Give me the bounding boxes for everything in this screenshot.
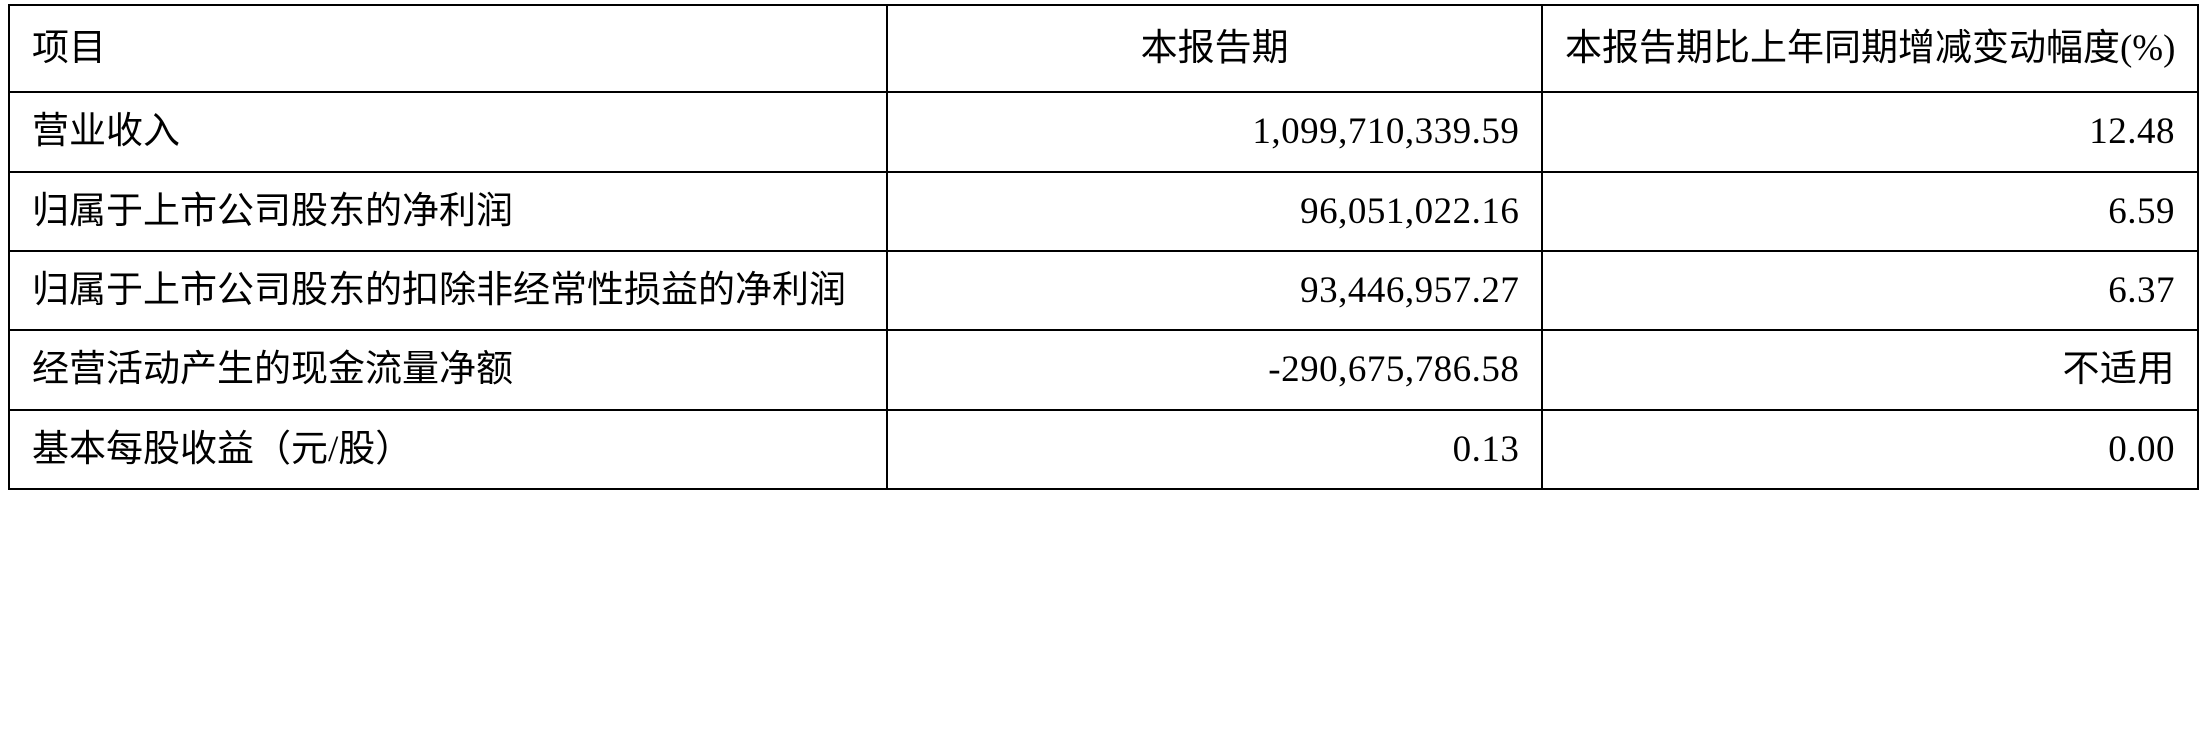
financial-table: 项目 本报告期 本报告期比上年同期增减变动幅度(%) 营业收入 1,099,71… xyxy=(8,4,2199,490)
row-change: 0.00 xyxy=(1542,410,2198,489)
row-period: -290,675,786.58 xyxy=(887,330,1543,409)
col-header-period: 本报告期 xyxy=(887,5,1543,92)
row-label: 归属于上市公司股东的净利润 xyxy=(9,172,887,251)
row-label: 基本每股收益（元/股） xyxy=(9,410,887,489)
row-period: 96,051,022.16 xyxy=(887,172,1543,251)
table-row: 归属于上市公司股东的净利润 96,051,022.16 6.59 xyxy=(9,172,2198,251)
row-label: 营业收入 xyxy=(9,92,887,171)
row-period: 0.13 xyxy=(887,410,1543,489)
row-label: 归属于上市公司股东的扣除非经常性损益的净利润 xyxy=(9,251,887,330)
row-change: 不适用 xyxy=(1542,330,2198,409)
row-label: 经营活动产生的现金流量净额 xyxy=(9,330,887,409)
row-period: 93,446,957.27 xyxy=(887,251,1543,330)
table-header-row: 项目 本报告期 本报告期比上年同期增减变动幅度(%) xyxy=(9,5,2198,92)
col-header-item: 项目 xyxy=(9,5,887,92)
col-header-change: 本报告期比上年同期增减变动幅度(%) xyxy=(1542,5,2198,92)
row-period: 1,099,710,339.59 xyxy=(887,92,1543,171)
table-row: 归属于上市公司股东的扣除非经常性损益的净利润 93,446,957.27 6.3… xyxy=(9,251,2198,330)
row-change: 6.59 xyxy=(1542,172,2198,251)
table-row: 营业收入 1,099,710,339.59 12.48 xyxy=(9,92,2198,171)
table-container: 项目 本报告期 本报告期比上年同期增减变动幅度(%) 营业收入 1,099,71… xyxy=(0,0,2207,494)
table-row: 经营活动产生的现金流量净额 -290,675,786.58 不适用 xyxy=(9,330,2198,409)
row-change: 12.48 xyxy=(1542,92,2198,171)
row-change: 6.37 xyxy=(1542,251,2198,330)
table-row: 基本每股收益（元/股） 0.13 0.00 xyxy=(9,410,2198,489)
